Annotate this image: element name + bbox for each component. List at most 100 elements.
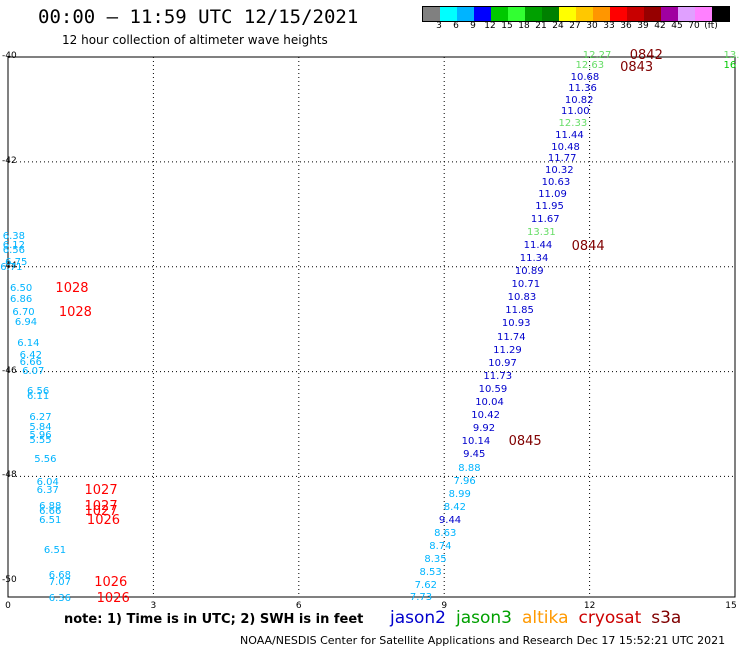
legend-tick: 39	[637, 21, 649, 31]
wave-height-value: 6.66	[39, 506, 62, 518]
wave-height-value: 6.37	[36, 485, 59, 497]
wave-height-value: 12.63	[575, 60, 605, 72]
wave-height-value: 9.92	[472, 423, 496, 435]
legend-tick: 42	[654, 21, 666, 31]
wave-height-value: 6.88	[39, 500, 62, 512]
x-tick-label: 0	[5, 601, 11, 611]
wave-height-value: 9.45	[463, 449, 486, 461]
x-tick-label: 15	[725, 601, 737, 611]
y-tick-label: -50	[2, 575, 17, 586]
legend-swatch	[491, 7, 508, 21]
wave-height-value: 8.99	[448, 488, 471, 500]
satellite-altika: altika	[522, 608, 569, 628]
wave-height-value: 6.71	[0, 262, 23, 274]
legend-swatch	[457, 7, 474, 21]
wave-height-value: 10.83	[507, 292, 537, 304]
y-tick-label: -46	[2, 365, 17, 376]
wave-height-value: 11.77	[547, 153, 577, 165]
legend-swatch	[423, 7, 440, 21]
wave-height-value: 10.04	[475, 397, 504, 409]
wave-height-value: 10.89	[514, 266, 544, 277]
wave-height-value: 5.55	[29, 435, 52, 447]
y-tick-label: -48	[2, 470, 17, 481]
y-tick-label: -44	[2, 260, 17, 271]
legend-swatch	[610, 7, 627, 21]
legend-tick: 15	[501, 21, 513, 31]
color-scale-legend	[422, 6, 730, 22]
wave-height-value: 11.34	[519, 252, 549, 264]
wave-height-value: 10.59	[478, 383, 508, 395]
wave-height-value: 10.14	[461, 436, 491, 448]
wave-height-value: 7.96	[453, 475, 476, 487]
satellite-jason2: jason2	[390, 608, 446, 628]
wave-height-value: 8.88	[458, 462, 481, 474]
legend-tick: 70	[688, 21, 700, 31]
legend-tick: 27	[569, 21, 581, 31]
wave-height-value: 8.35	[424, 554, 447, 566]
wave-height-value: 6.68	[48, 570, 72, 582]
wave-height-value: 5.84	[29, 422, 52, 434]
wave-height-value: 5.56	[34, 453, 57, 465]
wave-height-value: 7.07	[48, 576, 72, 588]
legend-swatch	[559, 7, 576, 21]
legend-swatch	[440, 7, 457, 21]
wave-height-value: 8.63	[434, 528, 457, 540]
wave-height-value: 10.48	[551, 141, 580, 153]
track-time-label: 1026	[94, 574, 128, 590]
wave-height-value: 11.44	[523, 239, 553, 251]
legend-swatch	[627, 7, 644, 21]
wave-height-value: 6.51	[43, 545, 67, 557]
wave-height-value: 8.53	[419, 567, 442, 579]
legend-swatch	[525, 7, 542, 21]
track-time-label: 1027	[84, 483, 118, 499]
footnote: note: 1) Time is in UTC; 2) SWH is in fe…	[64, 612, 364, 627]
wave-height-value: 11.36	[568, 83, 597, 95]
wave-height-value: 6.50	[9, 283, 33, 295]
wave-height-value: 6.36	[48, 592, 72, 604]
track-time-label: 1026	[96, 590, 130, 606]
satellite-legend: jason2 jason3 altika cryosat s3a	[390, 608, 691, 628]
track-time-label: 0845	[508, 434, 542, 450]
track-time-label: 1028	[55, 281, 89, 297]
legend-swatch	[508, 7, 525, 21]
wave-height-value: 8.74	[429, 541, 452, 553]
wave-height-value: 6.66	[19, 356, 42, 368]
wave-height-value: 11.29	[493, 344, 522, 356]
legend-tick: 3	[436, 21, 442, 31]
wave-height-value: 6.14	[17, 338, 40, 350]
x-tick-label: 6	[295, 601, 302, 611]
wave-height-value: 6.42	[19, 349, 42, 361]
wave-height-value: 12.33	[558, 118, 588, 130]
wave-height-value: 10.68	[570, 72, 600, 84]
track-time-label: 0842	[629, 48, 663, 63]
wave-height-value: 6.27	[29, 411, 52, 423]
wave-height-value: 10.32	[544, 165, 574, 177]
wave-height-value: 6.70	[12, 306, 35, 318]
wave-height-value: 10.71	[511, 279, 541, 291]
track-time-label: 0843	[620, 59, 654, 75]
wave-height-value: 6.11	[26, 390, 50, 402]
wave-height-value: 8.42	[443, 501, 467, 513]
chart-subtitle: 12 hour collection of altimeter wave hei…	[62, 33, 328, 47]
color-scale-ticks: 3 6 9 12 15 18 21 24 27 30 33 36 39 42 45 70 (ft)	[422, 21, 740, 33]
legend-swatch	[678, 7, 695, 21]
track-time-label: 1027	[84, 498, 118, 514]
wave-height-value: 10.97	[488, 357, 517, 369]
wave-height-value: 6.12	[2, 239, 25, 251]
credit-line: NOAA/NESDIS Center for Satellite Applica…	[240, 634, 726, 647]
satellite-jason3: jason3	[456, 608, 512, 628]
wave-height-value: 10.63	[541, 176, 571, 188]
y-tick-label: -40	[2, 51, 17, 61]
x-tick-label: 12	[583, 601, 596, 611]
x-tick-label: 9	[441, 601, 448, 611]
legend-swatch	[593, 7, 610, 21]
wave-height-value: 10.82	[564, 94, 594, 106]
wave-height-value: 6.04	[36, 477, 59, 489]
plot-frame	[7, 56, 736, 598]
wave-height-value: 6.56	[26, 385, 50, 397]
wave-height-value: 11.00	[560, 106, 590, 118]
legend-swatch	[712, 7, 729, 21]
wave-height-value: 9.44	[438, 515, 462, 527]
wave-height-value: 6.51	[39, 515, 62, 527]
